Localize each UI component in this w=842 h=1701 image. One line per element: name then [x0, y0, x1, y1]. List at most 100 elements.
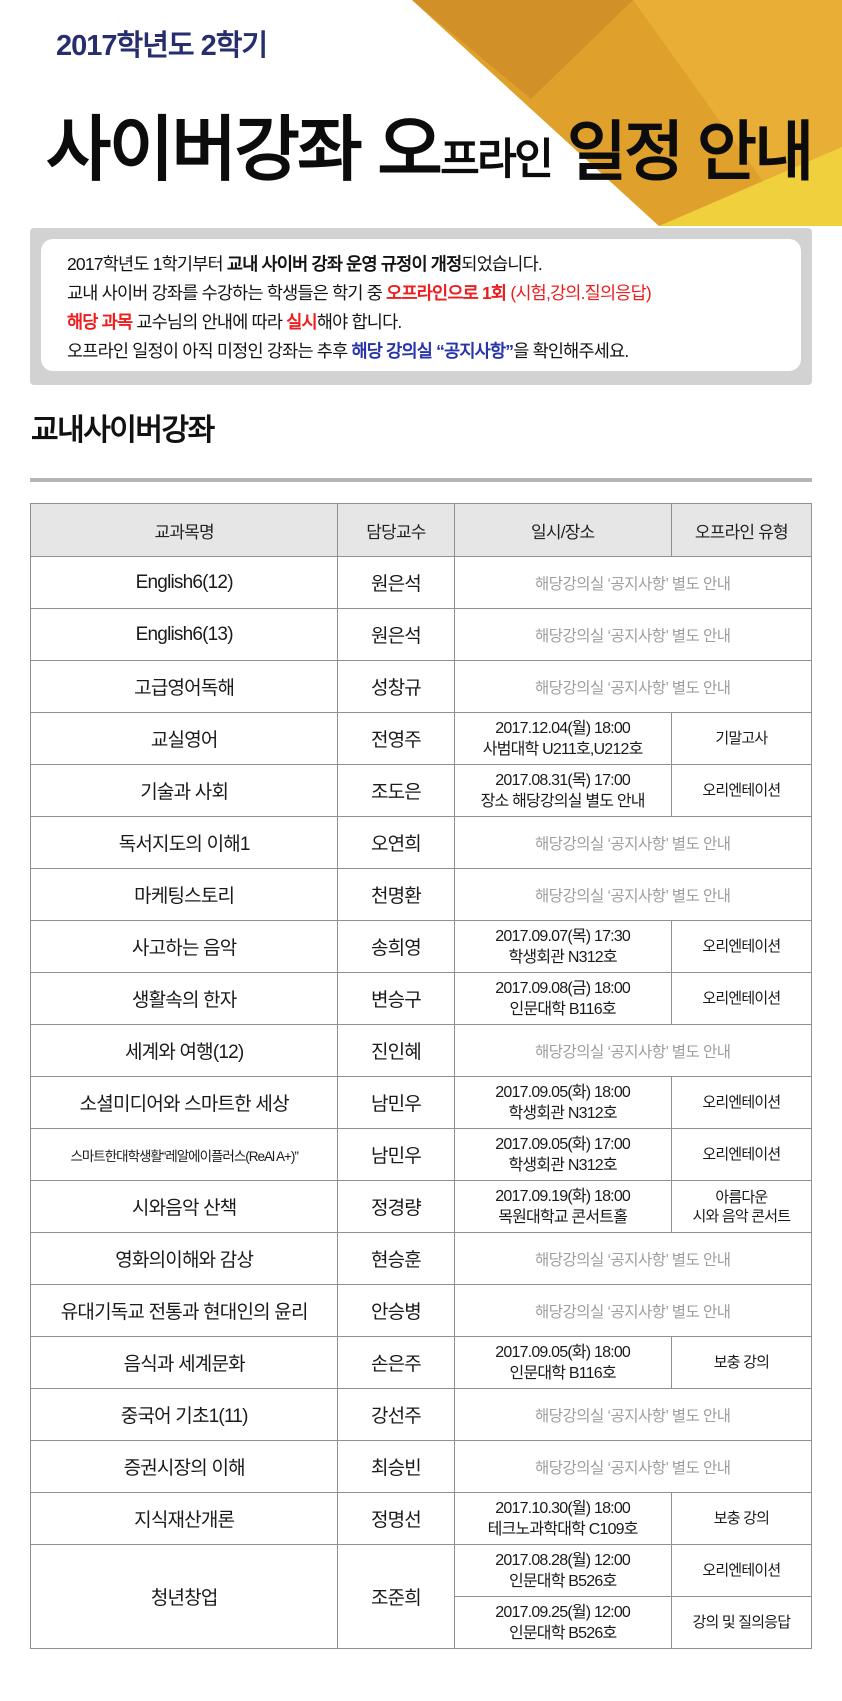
schedule-place: 인문대학 B526호 — [508, 1624, 617, 1642]
table-row: 소셜미디어와 스마트한 세상 남민우 2017.09.05(화) 18:00 학생회관… — [29, 1076, 813, 1129]
table-row: 영화의이해와 감상 현승훈 해당강의실 ‘공지사항’ 별도 안내 — [29, 1232, 813, 1285]
schedule-cell: 2017.09.05(화) 18:00 학생회관 N312호 — [453, 1076, 672, 1129]
table-row: 마케팅스토리 천명환 해당강의실 ‘공지사항’ 별도 안내 — [29, 868, 813, 921]
schedule-datetime: 2017.12.04(월) 18:00 — [495, 719, 631, 737]
table-row: 청년창업 조준희 2017.08.28(월) 12:00 인문대학 B526호 오리엔테… — [29, 1544, 813, 1649]
professor-name: 남민우 — [337, 1128, 455, 1181]
professor-name: 조준희 — [337, 1544, 455, 1649]
professor-name: 안승병 — [337, 1284, 455, 1337]
column-header-course: 교과목명 — [29, 503, 339, 557]
table-row: English6(13) 원은석 해당강의실 ‘공지사항’ 별도 안내 — [29, 608, 813, 661]
professor-name: 정명선 — [337, 1492, 455, 1545]
table-row: 기술과 사회 조도은 2017.08.31(목) 17:00 장소 해당강의실 별도 … — [29, 764, 813, 817]
schedule-cell: 2017.08.31(목) 17:00 장소 해당강의실 별도 안내 — [453, 764, 672, 817]
gold-corner-decoration — [412, 0, 842, 226]
notice-segment: 을 확인해주세요. — [513, 341, 629, 361]
schedule-cell: 2017.09.25(월) 12:00 인문대학 B526호 — [453, 1596, 672, 1649]
course-name: 독서지도의 이해1 — [29, 816, 339, 869]
schedule-cell: 2017.12.04(월) 18:00 사범대학 U211호,U212호 — [453, 712, 672, 765]
schedule-cell: 2017.09.05(화) 18:00 인문대학 B116호 — [453, 1336, 672, 1389]
schedule-datetime: 2017.08.28(월) 12:00 — [495, 1551, 631, 1569]
table-row: 음식과 세계문화 손은주 2017.09.05(화) 18:00 인문대학 B116호… — [29, 1336, 813, 1389]
professor-name: 남민우 — [337, 1076, 455, 1129]
table-row: 사고하는 음악 송희영 2017.09.07(목) 17:30 학생회관 N312호 오… — [29, 920, 813, 973]
professor-name: 현승훈 — [337, 1232, 455, 1285]
schedule-datetime: 2017.08.31(목) 17:00 — [495, 771, 631, 789]
course-name: 생활속의 한자 — [29, 972, 339, 1025]
column-header-type: 오프라인 유형 — [670, 503, 813, 557]
offline-type: 오리엔테이션 — [670, 1128, 813, 1181]
course-name: 청년창업 — [29, 1544, 339, 1649]
professor-name: 변승구 — [337, 972, 455, 1025]
professor-name: 천명환 — [337, 868, 455, 921]
table-row: 스마트한대학생활“레알에이플러스(ReAl A+)” 남민우 2017.09.05(… — [29, 1128, 813, 1181]
course-name: English6(12) — [29, 556, 339, 609]
notice-segment: 되었습니다. — [461, 254, 542, 274]
notice-segment: (시험,강의.질의응답) — [510, 283, 651, 303]
page-title: 사이버강좌 오프라인 일정 안내 — [46, 93, 814, 195]
table-row: 지식재산개론 정명선 2017.10.30(월) 18:00 테크노과학대학 C109… — [29, 1492, 813, 1545]
professor-name: 송희영 — [337, 920, 455, 973]
schedule-notice: 해당강의실 ‘공지사항’ 별도 안내 — [453, 1388, 813, 1441]
offline-type: 오리엔테이션 — [670, 920, 813, 973]
offline-type: 오리엔테이션 — [670, 1544, 813, 1597]
page-title-part1: 사이버강좌 오 — [46, 111, 443, 191]
schedule-datetime: 2017.09.25(월) 12:00 — [495, 1603, 631, 1621]
offline-type: 오리엔테이션 — [670, 1076, 813, 1129]
schedule-datetime: 2017.09.07(목) 17:30 — [495, 927, 631, 945]
notice-line: 2017학년도 1학기부터 교내 사이버 강좌 운영 규정이 개정되었습니다. — [67, 250, 785, 279]
column-header-professor: 담당교수 — [337, 503, 455, 557]
notice-segment: 해당 강의실 “공지사항” — [351, 341, 514, 361]
schedule-notice: 해당강의실 ‘공지사항’ 별도 안내 — [453, 868, 813, 921]
schedule-cell: 2017.09.08(금) 18:00 인문대학 B116호 — [453, 972, 672, 1025]
table-row: 생활속의 한자 변승구 2017.09.08(금) 18:00 인문대학 B116호 오… — [29, 972, 813, 1025]
column-header-schedule: 일시/장소 — [453, 503, 672, 557]
table-row: 교실영어 전영주 2017.12.04(월) 18:00 사범대학 U211호,U21… — [29, 712, 813, 765]
schedule-place: 테크노과학대학 C109호 — [487, 1520, 639, 1538]
schedule-place: 인문대학 B526호 — [508, 1572, 617, 1590]
notice-line: 오프라인 일정이 아직 미정인 강좌는 추후 해당 강의실 “공지사항”을 확인… — [67, 337, 785, 366]
table-row: 유대기독교 전통과 현대인의 윤리 안승병 해당강의실 ‘공지사항’ 별도 안내 — [29, 1284, 813, 1337]
schedule-cell: 2017.08.28(월) 12:00 인문대학 B526호 — [453, 1544, 672, 1597]
course-name: 시와음악 산책 — [29, 1180, 339, 1233]
page-title-part2: 프라인 — [440, 136, 554, 185]
schedule-place: 인문대학 B116호 — [509, 1000, 617, 1018]
schedule-place: 장소 해당강의실 별도 안내 — [480, 792, 646, 810]
notice-line: 교내 사이버 강좌를 수강하는 학생들은 학기 중 오프라인으로 1회 (시험,… — [67, 279, 785, 308]
schedule-datetime: 2017.09.05(화) 18:00 — [495, 1083, 631, 1101]
notice-line: 해당 과목 교수님의 안내에 따라 실시해야 합니다. — [67, 308, 785, 337]
table-row: 2017.09.25(월) 12:00 인문대학 B526호 강의 및 질의응답 — [31, 1596, 813, 1649]
schedule-cell: 2017.09.19(화) 18:00 목원대학교 콘서트홀 — [453, 1180, 672, 1233]
professor-name: 전영주 — [337, 712, 455, 765]
course-name: 교실영어 — [29, 712, 339, 765]
schedule-notice: 해당강의실 ‘공지사항’ 별도 안내 — [453, 816, 813, 869]
schedule-notice: 해당강의실 ‘공지사항’ 별도 안내 — [453, 556, 813, 609]
course-name: 마케팅스토리 — [29, 868, 339, 921]
professor-name: 손은주 — [337, 1336, 455, 1389]
course-name: 사고하는 음악 — [29, 920, 339, 973]
schedule-notice: 해당강의실 ‘공지사항’ 별도 안내 — [453, 660, 813, 713]
schedule-place: 사범대학 U211호,U212호 — [482, 740, 644, 758]
schedule-datetime: 2017.10.30(월) 18:00 — [495, 1499, 631, 1517]
schedule-datetime: 2017.09.05(화) 18:00 — [495, 1343, 631, 1361]
professor-name: 정경량 — [337, 1180, 455, 1233]
page-title-part3: 일정 안내 — [551, 115, 814, 189]
schedule-place: 학생회관 N312호 — [508, 1156, 618, 1174]
schedule-notice: 해당강의실 ‘공지사항’ 별도 안내 — [453, 1284, 813, 1337]
course-name: 지식재산개론 — [29, 1492, 339, 1545]
course-name: 세계와 여행(12) — [29, 1024, 339, 1077]
table-header-row: 교과목명 담당교수 일시/장소 오프라인 유형 — [29, 503, 813, 557]
table-row: 증권시장의 이해 최승빈 해당강의실 ‘공지사항’ 별도 안내 — [29, 1440, 813, 1493]
course-name: 영화의이해와 감상 — [29, 1232, 339, 1285]
professor-name: 최승빈 — [337, 1440, 455, 1493]
notice-box: 2017학년도 1학기부터 교내 사이버 강좌 운영 규정이 개정되었습니다. 교… — [30, 228, 812, 385]
schedule-cell: 2017.09.07(목) 17:30 학생회관 N312호 — [453, 920, 672, 973]
schedule-datetime: 2017.09.05(화) 17:00 — [495, 1135, 631, 1153]
schedule-cell: 2017.10.30(월) 18:00 테크노과학대학 C109호 — [453, 1492, 672, 1545]
course-name: 기술과 사회 — [29, 764, 339, 817]
offline-type: 아름다운 시와 음악 콘서트 — [670, 1180, 813, 1233]
table-row: 중국어 기초1(11) 강선주 해당강의실 ‘공지사항’ 별도 안내 — [29, 1388, 813, 1441]
offline-type: 강의 및 질의응답 — [670, 1596, 813, 1649]
schedule-place: 목원대학교 콘서트홀 — [498, 1208, 628, 1226]
professor-name: 오연희 — [337, 816, 455, 869]
